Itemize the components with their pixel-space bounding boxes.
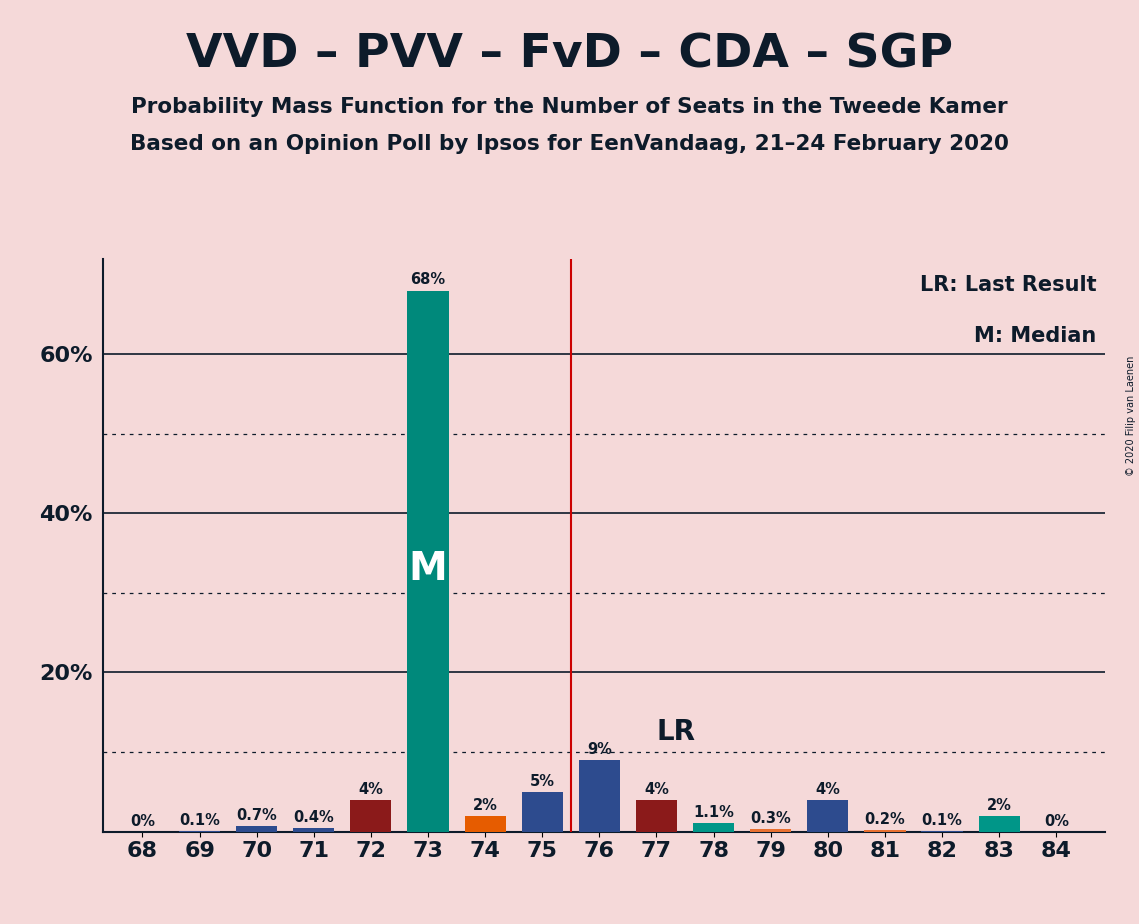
Bar — [522, 792, 563, 832]
Text: © 2020 Filip van Laenen: © 2020 Filip van Laenen — [1126, 356, 1136, 476]
Bar — [408, 290, 449, 832]
Bar — [351, 800, 392, 832]
Text: VVD – PVV – FvD – CDA – SGP: VVD – PVV – FvD – CDA – SGP — [186, 32, 953, 78]
Bar — [808, 800, 849, 832]
Text: 4%: 4% — [644, 782, 669, 796]
Text: 0.3%: 0.3% — [751, 811, 792, 826]
Text: 0%: 0% — [1043, 814, 1068, 829]
Text: LR: LR — [656, 718, 696, 747]
Text: LR: Last Result: LR: Last Result — [919, 274, 1096, 295]
Text: M: M — [409, 550, 448, 588]
Text: 2%: 2% — [986, 797, 1011, 812]
Text: 1.1%: 1.1% — [694, 805, 734, 820]
Bar — [693, 823, 735, 832]
Bar — [865, 830, 906, 832]
Bar — [236, 826, 277, 832]
Bar — [465, 816, 506, 832]
Text: 2%: 2% — [473, 797, 498, 812]
Text: 4%: 4% — [816, 782, 841, 796]
Bar — [579, 760, 620, 832]
Text: 0.1%: 0.1% — [921, 812, 962, 828]
Text: 0.1%: 0.1% — [179, 812, 220, 828]
Text: Probability Mass Function for the Number of Seats in the Tweede Kamer: Probability Mass Function for the Number… — [131, 97, 1008, 117]
Bar — [293, 829, 335, 832]
Bar — [978, 816, 1019, 832]
Text: 0%: 0% — [130, 814, 155, 829]
Text: 5%: 5% — [530, 773, 555, 788]
Bar — [751, 829, 792, 832]
Text: Based on an Opinion Poll by Ipsos for EenVandaag, 21–24 February 2020: Based on an Opinion Poll by Ipsos for Ee… — [130, 134, 1009, 154]
Text: 0.7%: 0.7% — [236, 808, 277, 823]
Text: 9%: 9% — [587, 742, 612, 757]
Text: 0.2%: 0.2% — [865, 812, 906, 827]
Text: 68%: 68% — [410, 273, 445, 287]
Text: 4%: 4% — [359, 782, 384, 796]
Bar — [636, 800, 677, 832]
Text: M: Median: M: Median — [974, 326, 1096, 346]
Text: 0.4%: 0.4% — [294, 810, 334, 825]
